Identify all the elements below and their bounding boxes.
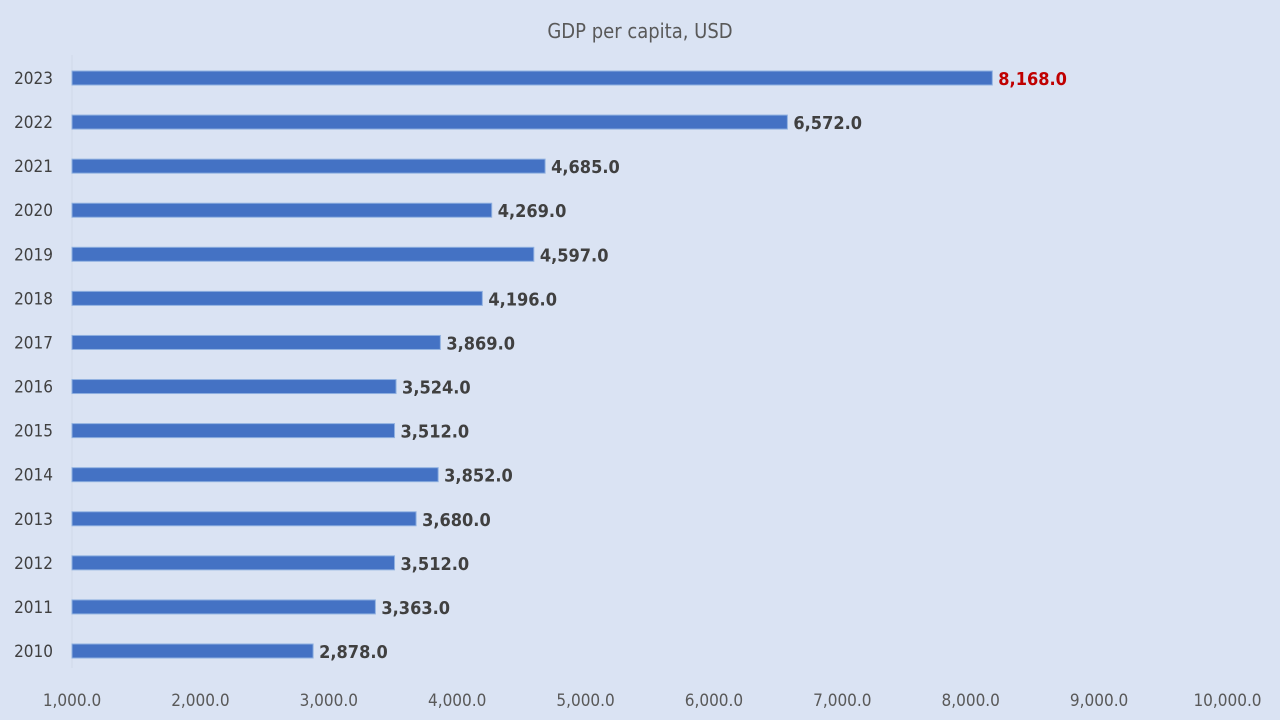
y-tick-label-2013: 2013 <box>14 510 53 530</box>
y-tick-label-2011: 2011 <box>14 598 53 618</box>
data-label-2019: 4,597.0 <box>540 245 609 266</box>
data-label-2017: 3,869.0 <box>446 333 515 354</box>
y-tick-label-2017: 2017 <box>14 333 53 353</box>
y-tick-label-2022: 2022 <box>14 113 53 133</box>
y-tick-label-2014: 2014 <box>14 466 53 486</box>
x-tick-label: 5,000.0 <box>556 691 614 711</box>
x-tick-label: 1,000.0 <box>43 691 101 711</box>
x-tick-label: 4,000.0 <box>428 691 486 711</box>
x-tick-label: 2,000.0 <box>171 691 229 711</box>
y-tick-label-2010: 2010 <box>14 642 53 662</box>
data-label-2015: 3,512.0 <box>401 422 470 443</box>
data-label-2011: 3,363.0 <box>381 598 450 619</box>
bar-2011 <box>71 599 376 615</box>
y-tick-label-2018: 2018 <box>14 289 53 309</box>
bar-2014 <box>71 467 439 483</box>
x-tick-label: 7,000.0 <box>813 691 871 711</box>
x-tick-label: 10,000.0 <box>1193 691 1261 711</box>
x-tick-label: 9,000.0 <box>1070 691 1128 711</box>
bar-2022 <box>71 114 788 130</box>
y-tick-label-2012: 2012 <box>14 554 53 574</box>
data-label-2016: 3,524.0 <box>402 378 471 399</box>
data-label-2010: 2,878.0 <box>319 642 388 663</box>
data-label-2020: 4,269.0 <box>498 201 567 222</box>
data-label-2021: 4,685.0 <box>551 157 620 178</box>
data-label-2012: 3,512.0 <box>401 554 470 575</box>
bar-2020 <box>71 202 493 218</box>
bar-2018 <box>71 290 483 306</box>
data-label-2022: 6,572.0 <box>793 113 862 134</box>
y-tick-label-2020: 2020 <box>14 201 53 221</box>
y-tick-label-2015: 2015 <box>14 422 53 442</box>
y-tick-label-2021: 2021 <box>14 157 53 177</box>
y-tick-label-2016: 2016 <box>14 378 53 398</box>
bar-2013 <box>71 511 417 527</box>
chart-title: GDP per capita, USD <box>547 19 732 43</box>
bar-2012 <box>71 555 396 571</box>
bar-2015 <box>71 423 396 439</box>
data-label-2018: 4,196.0 <box>488 289 557 310</box>
x-tick-label: 8,000.0 <box>942 691 1000 711</box>
x-tick-label: 3,000.0 <box>300 691 358 711</box>
bar-2017 <box>71 334 441 350</box>
bar-2021 <box>71 158 546 174</box>
y-tick-label-2023: 2023 <box>14 69 53 89</box>
data-label-2013: 3,680.0 <box>422 510 491 531</box>
bar-2016 <box>71 379 397 395</box>
data-label-2023: 8,168.0 <box>998 69 1067 90</box>
y-tick-label-2019: 2019 <box>14 245 53 265</box>
data-label-2014: 3,852.0 <box>444 466 513 487</box>
bar-2010 <box>71 643 314 659</box>
x-tick-label: 6,000.0 <box>685 691 743 711</box>
bar-2023 <box>71 70 993 86</box>
bar-2019 <box>71 246 535 262</box>
